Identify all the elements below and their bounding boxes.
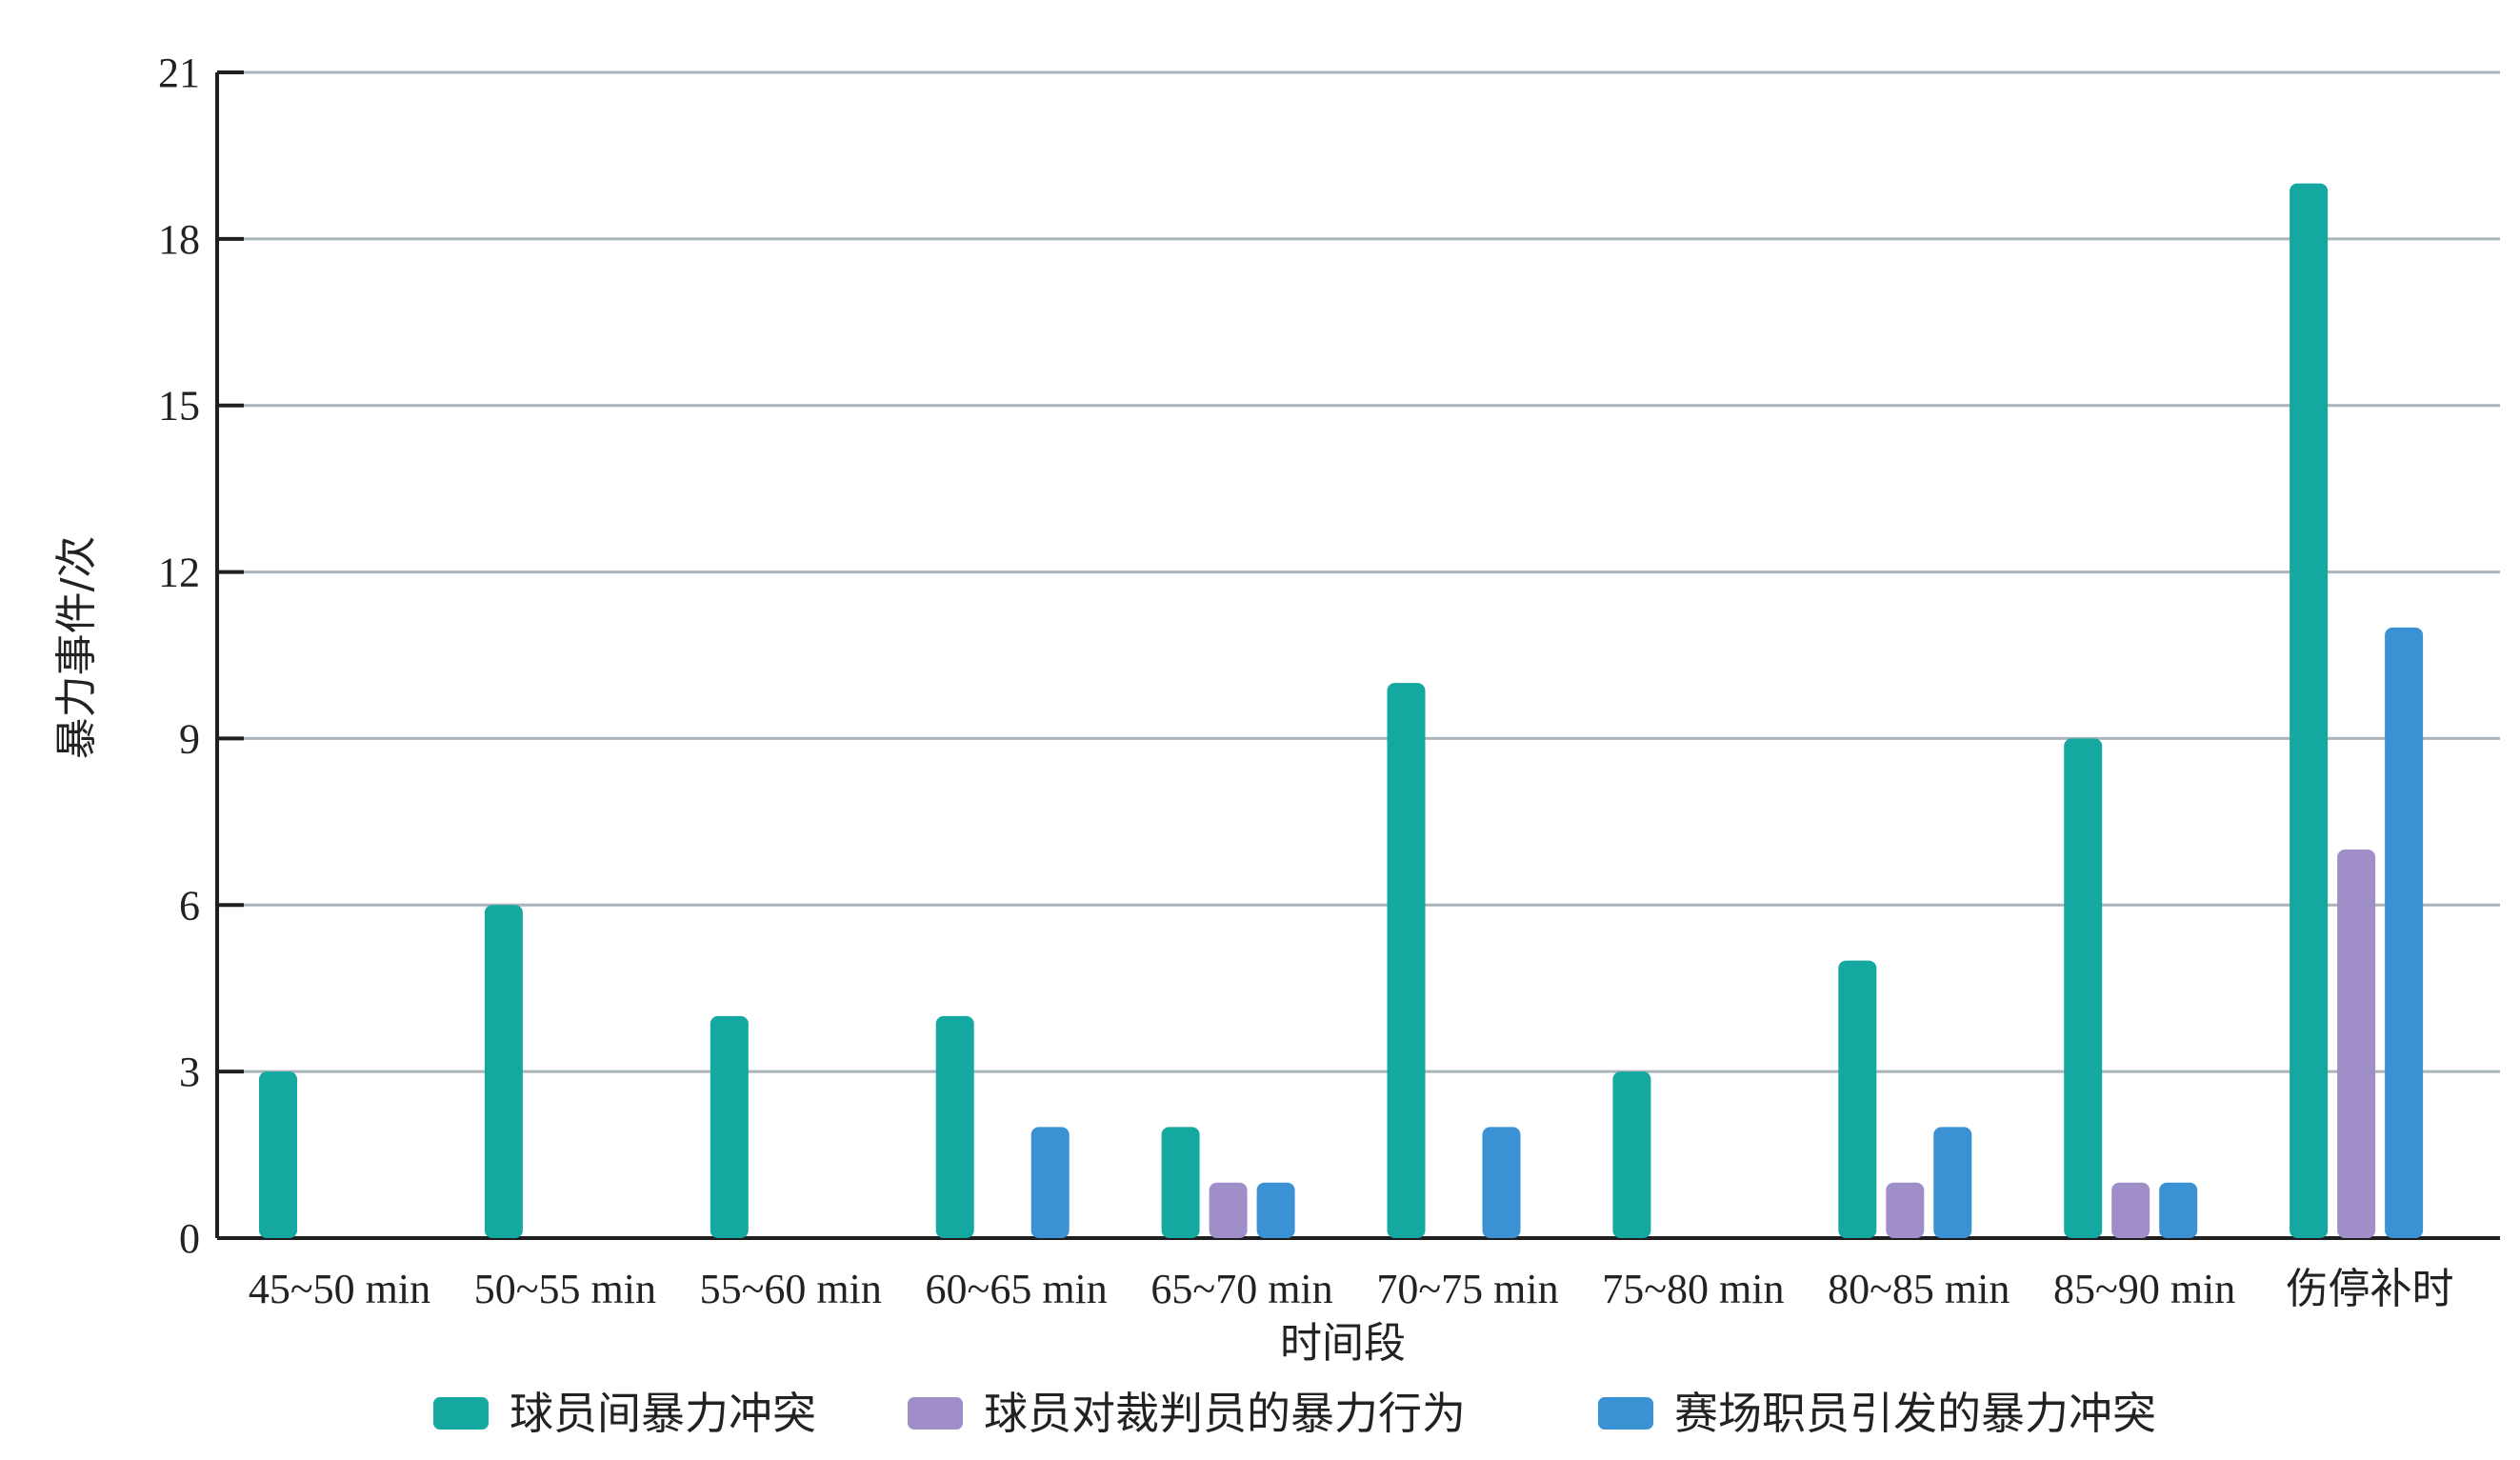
bar [710,1015,749,1238]
y-tick-label: 3 [179,1049,200,1095]
legend-swatch [908,1397,963,1430]
bar [259,1071,297,1238]
legend-label: 球员间暴力冲突 [510,1388,816,1439]
y-axis-title: 暴力事件/次 [52,536,101,760]
bar [1612,1071,1651,1238]
x-tick-label: 75~80 min [1602,1266,1784,1312]
bars [259,183,2424,1239]
bar [1933,1127,1972,1238]
y-tick-label: 12 [158,550,200,596]
bar [1387,683,1426,1238]
bar [1030,1127,1070,1238]
x-tick-label: 65~70 min [1150,1266,1332,1312]
x-tick-label: 80~85 min [1828,1266,2010,1312]
axes [215,70,2500,1240]
bar [1482,1127,1521,1238]
x-tick-label: 伤停补时 [2287,1266,2454,1312]
bar [1886,1182,1925,1238]
x-tick-label: 60~65 min [926,1266,1108,1312]
x-tick-label: 70~75 min [1376,1266,1558,1312]
legend-swatch [433,1397,489,1430]
y-tick-label: 18 [158,216,200,263]
bar [1256,1182,1295,1238]
bar [935,1015,974,1238]
legend-swatch [1598,1397,1653,1430]
bar [1161,1127,1200,1238]
bar [484,905,523,1238]
bar [2111,1182,2150,1238]
y-tick-labels: 0 3 6 9 12 15 18 21 [158,50,200,1262]
y-tick-label: 21 [158,50,200,96]
bar [2290,183,2329,1239]
bar [1209,1182,1248,1238]
x-tick-labels: 45~50 min 50~55 min 55~60 min 60~65 min 65~7… [249,1266,2454,1312]
bar [2064,738,2103,1238]
y-tick-label: 15 [158,383,200,430]
y-tick-label: 9 [179,715,200,762]
legend: 球员间暴力冲突 球员对裁判员的暴力行为 赛场职员引发的暴力冲突 [433,1388,2156,1439]
bar [2337,850,2376,1238]
x-tick-label: 55~60 min [700,1266,882,1312]
y-tick-label: 0 [179,1215,200,1262]
legend-label: 球员对裁判员的暴力行为 [984,1388,1466,1439]
x-tick-label: 50~55 min [474,1266,656,1312]
bar [2159,1182,2198,1238]
bar [2385,627,2424,1238]
legend-label: 赛场职员引发的暴力冲突 [1674,1388,2156,1439]
bar [1838,960,1877,1238]
gridlines [217,70,2500,1073]
y-tick-label: 6 [179,882,200,929]
x-tick-label: 85~90 min [2053,1266,2235,1312]
x-tick-label: 45~50 min [249,1266,430,1312]
x-axis-title: 时间段 [1280,1319,1406,1368]
